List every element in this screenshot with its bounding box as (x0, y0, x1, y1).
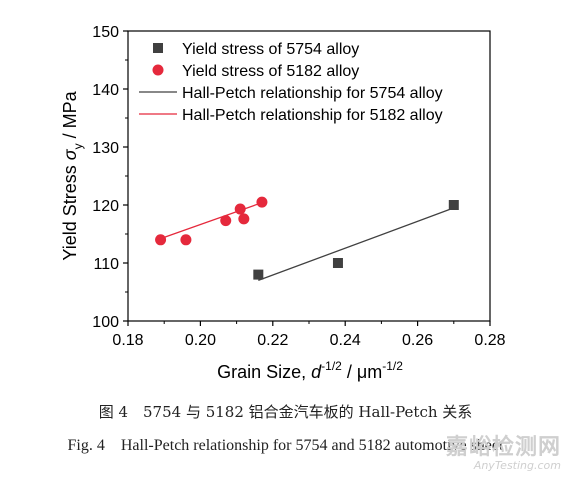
watermark: 嘉峪检测网 AnyTesting.com (446, 429, 561, 472)
fit-line-5754 (258, 207, 455, 282)
y-axis-label: Yield Stress σy / MPa (60, 90, 85, 260)
x-tick-label: 0.22 (257, 332, 288, 349)
data-point-5754 (253, 269, 264, 280)
x-tick-label: 0.28 (474, 332, 505, 349)
figure-caption-chinese: 图 4 5754 与 5182 铝合金汽车板的 Hall-Petch 关系 (98, 403, 473, 421)
legend-label: Hall-Petch relationship for 5182 alloy (182, 107, 443, 124)
data-point-5754 (332, 258, 343, 268)
fit-lines (160, 202, 455, 282)
x-axis-label: Grain Size, d-1/2 / μm-1/2 (217, 359, 403, 382)
yield-stress-chart: 0.18 0.20 0.22 0.24 0.26 0.28 100 110 120 130 140 1… (60, 24, 506, 382)
data-point-5182 (220, 215, 232, 227)
x-tick-label: 0.26 (402, 332, 433, 349)
data-point-5182 (180, 234, 192, 246)
x-tick-label: 0.18 (112, 332, 143, 349)
y-tick-label: 130 (92, 140, 119, 157)
x-tick-label: 0.24 (330, 332, 361, 349)
legend-marker-5754 (153, 43, 163, 53)
data-point-5182 (234, 203, 246, 215)
legend-marker-5182 (152, 64, 164, 76)
legend-label: Yield stress of 5754 alloy (182, 41, 359, 58)
axis-ticks: 0.18 0.20 0.22 0.24 0.26 0.28 100 110 120 130 140 1… (92, 24, 505, 349)
y-tick-label: 150 (92, 24, 119, 41)
y-tick-label: 140 (92, 82, 119, 99)
legend: Yield stress of 5754 alloy Yield stress o… (139, 41, 443, 124)
legend-label: Hall-Petch relationship for 5754 alloy (182, 85, 443, 102)
x-tick-label: 0.20 (185, 332, 216, 349)
data-point-5182 (238, 213, 250, 225)
figure-caption-english: Fig. 4 Hall-Petch relationship for 5754 … (67, 437, 504, 454)
data-points (155, 196, 459, 280)
y-tick-label: 100 (92, 314, 119, 331)
y-tick-label: 120 (92, 198, 119, 215)
legend-label: Yield stress of 5182 alloy (182, 63, 359, 80)
y-tick-label: 110 (93, 256, 119, 273)
data-point-5754 (448, 200, 459, 210)
data-point-5182 (256, 196, 268, 208)
data-point-5182 (155, 234, 167, 246)
watermark-english: AnyTesting.com (473, 459, 561, 472)
watermark-chinese: 嘉峪检测网 (445, 435, 561, 460)
